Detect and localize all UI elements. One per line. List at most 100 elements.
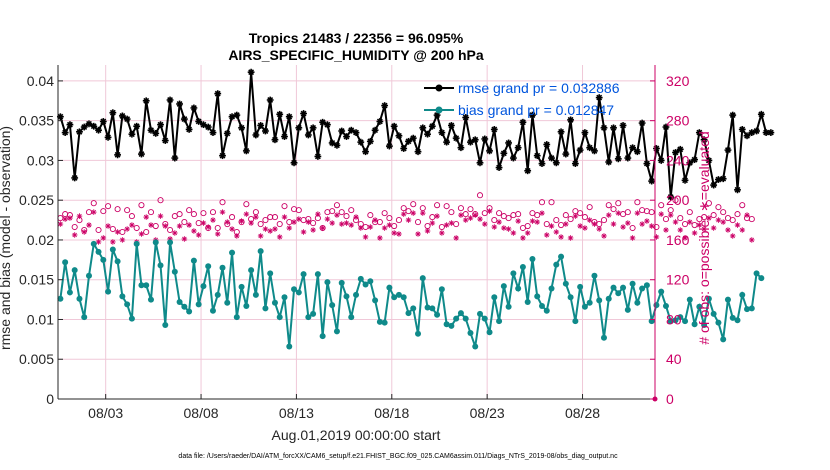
rmse-point	[262, 127, 269, 135]
bias-point	[753, 270, 760, 277]
rmse-point	[400, 145, 408, 152]
obs-possible-point	[748, 216, 755, 223]
bias-point	[100, 256, 107, 263]
legend-bias-text: bias grand pr = 0.012847	[458, 102, 614, 118]
rmse-point	[447, 122, 455, 129]
bias-point	[367, 278, 374, 285]
obs-possible-point	[114, 206, 121, 213]
obs-possible-point	[648, 209, 655, 216]
rmse-point	[362, 148, 369, 156]
bias-point	[572, 318, 579, 325]
obs-possible-point	[624, 209, 631, 216]
bias-point	[224, 299, 231, 306]
obs-evaluated-point	[391, 230, 397, 236]
obs-possible-point	[414, 219, 422, 226]
rmse-point	[438, 129, 446, 136]
obs-evaluated-point	[453, 235, 459, 241]
obs-evaluated-point	[634, 210, 641, 216]
rmse-point	[219, 152, 226, 160]
rmse-point	[667, 193, 675, 201]
rmse-point	[304, 131, 312, 139]
obs-evaluated-point	[706, 215, 712, 221]
obs-evaluated-point	[639, 221, 645, 227]
rmse-point	[257, 122, 265, 129]
rmse-line	[59, 72, 771, 198]
y-left-tick-label: 0	[46, 391, 54, 407]
y-right-tick-label: 160	[666, 232, 690, 248]
rmse-point	[533, 152, 541, 160]
rmse-point	[495, 164, 503, 171]
obs-evaluated-point	[305, 219, 312, 225]
bias-point	[443, 321, 450, 328]
obs-evaluated-point	[257, 233, 264, 239]
rmse-point	[562, 150, 570, 158]
bias-point	[238, 283, 245, 290]
y-right-tick-label: 240	[666, 152, 690, 168]
bias-point	[424, 304, 431, 311]
rmse-point	[390, 122, 398, 130]
x-tick-label: 08/03	[88, 405, 123, 421]
bias-point	[252, 291, 259, 298]
bias-point	[181, 303, 188, 310]
bias-point	[577, 283, 584, 290]
tick-labels: 0 0.005 0.01 0.015 0.02 0.025 0.03 0.035 0.04 0 40…	[19, 73, 690, 421]
rmse-point	[409, 134, 417, 142]
obs-possible-point	[243, 201, 250, 208]
obs-evaluated-point	[481, 221, 488, 227]
obs-possible-point	[438, 223, 445, 231]
obs-evaluated-point	[253, 214, 259, 220]
obs-possible-point	[176, 211, 183, 218]
obs-evaluated-point	[100, 235, 107, 241]
obs-possible-point	[100, 208, 107, 215]
rmse-point	[157, 121, 164, 129]
obs-evaluated-point	[734, 222, 741, 228]
obs-possible-point	[729, 217, 736, 224]
obs-possible-point	[124, 207, 131, 214]
obs-evaluated-point	[582, 225, 588, 231]
obs-possible-point	[567, 216, 574, 223]
y-left-tick-label: 0.005	[19, 351, 54, 367]
bias-point	[591, 272, 598, 279]
bias-point	[500, 283, 507, 290]
rmse-point	[281, 133, 288, 140]
rmse-point	[338, 127, 346, 135]
rmse-point	[481, 135, 489, 143]
bias-point	[343, 293, 350, 300]
bias-point	[219, 264, 226, 271]
rmse-point	[662, 123, 670, 131]
obs-evaluated-point	[181, 236, 188, 242]
obs-evaluated-point	[324, 216, 331, 222]
bias-point	[314, 271, 321, 278]
chart-title-line1: Tropics 21483 / 22356 = 96.095%	[249, 30, 464, 46]
rmse-point	[586, 144, 594, 152]
y-left-tick-label: 0.035	[19, 113, 54, 129]
rmse-point	[114, 151, 122, 159]
obs-possible-point	[739, 202, 746, 209]
bias-point	[562, 280, 569, 287]
rmse-point	[285, 113, 293, 121]
obs-evaluated-point	[710, 225, 717, 231]
rmse-point	[624, 154, 632, 162]
bias-point	[305, 314, 312, 321]
bias-point	[71, 267, 78, 274]
bias-point	[119, 293, 126, 300]
rmse-point	[629, 144, 636, 152]
bias-point	[558, 253, 565, 260]
bias-point	[400, 294, 407, 301]
rmse-point	[500, 149, 508, 157]
bias-point	[62, 259, 69, 266]
bias-point	[319, 333, 326, 340]
bias-point	[281, 294, 288, 301]
rmse-point	[686, 159, 694, 167]
obs-possible-point	[715, 204, 722, 211]
rmse-point	[519, 118, 527, 126]
obs-evaluated-point	[238, 218, 245, 224]
obs-possible-point	[329, 208, 336, 215]
obs-evaluated-point	[176, 223, 183, 229]
rmse-point	[76, 128, 83, 136]
obs-possible-point	[143, 228, 150, 236]
obs-evaluated-point	[605, 212, 612, 218]
obs-possible-point	[71, 223, 78, 231]
obs-possible-point	[658, 202, 665, 209]
obs-possible-point	[395, 217, 402, 224]
